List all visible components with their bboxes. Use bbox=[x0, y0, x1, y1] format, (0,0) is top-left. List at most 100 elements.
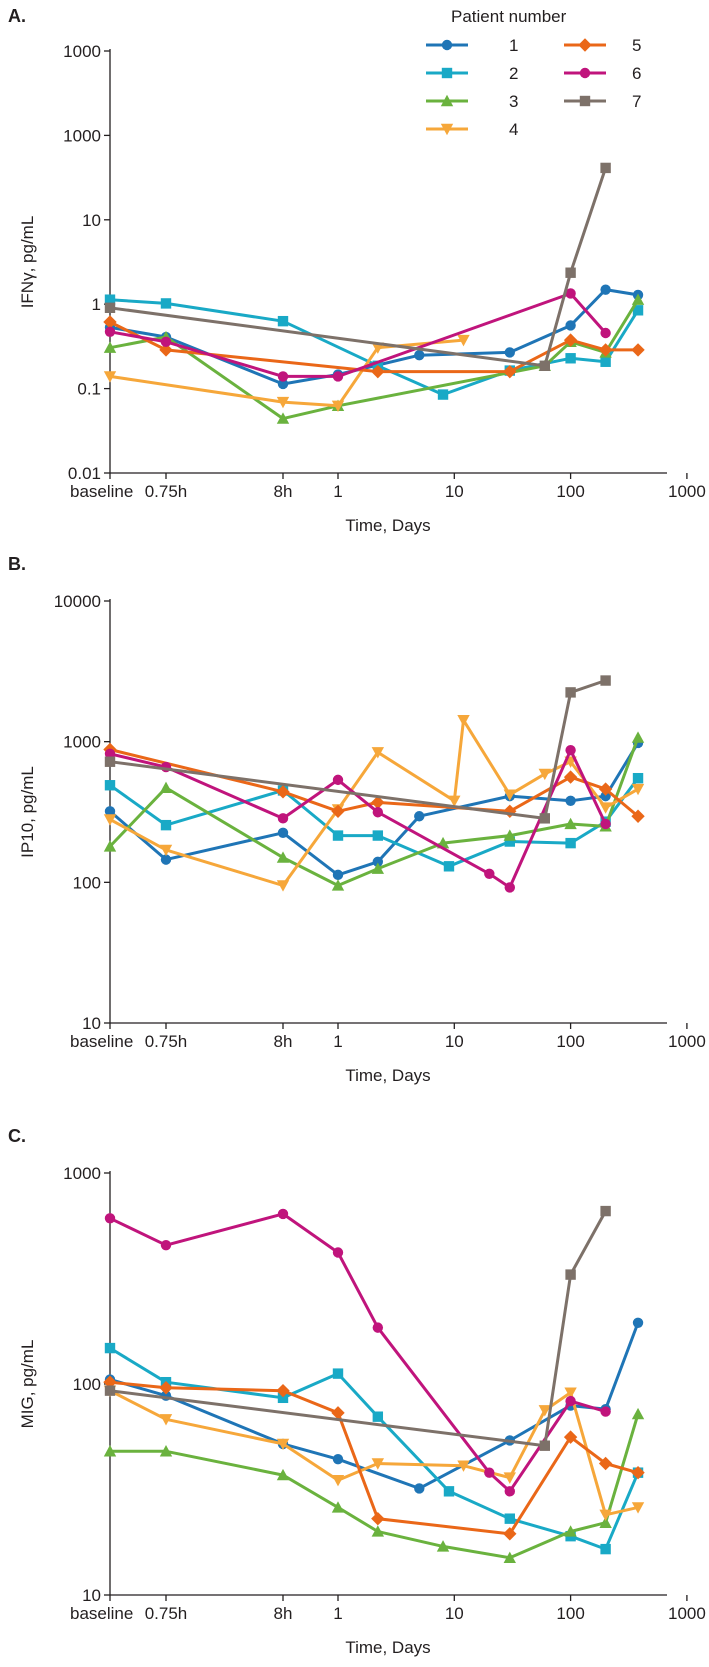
series-4 bbox=[103, 334, 470, 413]
series-3 bbox=[103, 1407, 645, 1564]
data-point bbox=[331, 804, 345, 818]
data-point bbox=[503, 364, 517, 379]
data-point bbox=[539, 1440, 550, 1451]
data-point bbox=[563, 770, 578, 784]
data-point bbox=[504, 836, 515, 847]
series-line-6 bbox=[109, 1212, 607, 1493]
data-point bbox=[436, 1540, 450, 1552]
series-line-3 bbox=[108, 736, 640, 887]
series-line-7 bbox=[109, 167, 608, 368]
x-tick-label: 100 bbox=[556, 1032, 584, 1051]
data-point bbox=[504, 1486, 515, 1497]
data-point bbox=[632, 772, 644, 784]
y-tick-label: 1000 bbox=[63, 42, 101, 61]
data-point bbox=[160, 854, 172, 865]
data-point bbox=[104, 302, 116, 313]
x-tick-label: 1000 bbox=[668, 1032, 706, 1051]
data-point bbox=[276, 785, 290, 799]
data-point bbox=[331, 879, 345, 891]
y-tick-label: 1000 bbox=[63, 126, 101, 145]
data-point bbox=[331, 1475, 345, 1487]
data-point bbox=[372, 830, 384, 841]
data-point bbox=[277, 1392, 289, 1404]
legend-entry-3: 3 bbox=[426, 92, 518, 111]
data-point bbox=[538, 1405, 551, 1417]
data-point bbox=[599, 1516, 612, 1528]
data-point bbox=[277, 1208, 289, 1220]
data-point bbox=[277, 827, 289, 838]
legend-entry-1: 1 bbox=[426, 36, 518, 55]
x-tick-label: 0.75h bbox=[145, 482, 188, 501]
data-point bbox=[104, 294, 116, 305]
data-point bbox=[276, 1438, 290, 1451]
x-tick-label: baseline bbox=[70, 1604, 133, 1623]
legend-marker-6 bbox=[579, 67, 591, 79]
legend-title: Patient number bbox=[451, 7, 567, 26]
data-point bbox=[631, 343, 645, 357]
data-point bbox=[277, 378, 289, 390]
data-point bbox=[457, 334, 470, 347]
data-point bbox=[565, 288, 576, 299]
data-point bbox=[103, 1375, 117, 1389]
legend-marker-4 bbox=[440, 123, 454, 136]
data-point bbox=[443, 861, 455, 872]
data-point bbox=[503, 1472, 516, 1484]
legend-marker-2 bbox=[441, 67, 453, 79]
x-tick-label: 100 bbox=[556, 1604, 584, 1623]
data-point bbox=[372, 856, 384, 867]
data-point bbox=[600, 327, 611, 339]
data-point bbox=[104, 1342, 116, 1354]
y-tick-label: 1 bbox=[92, 295, 101, 314]
data-point bbox=[104, 1213, 116, 1224]
series-5 bbox=[103, 742, 645, 823]
y-tick-label: 100 bbox=[73, 873, 101, 892]
x-tick-label: 10 bbox=[445, 1604, 464, 1623]
series-4 bbox=[103, 1385, 645, 1521]
y-tick-label: 1000 bbox=[63, 1164, 101, 1183]
data-point bbox=[159, 1381, 173, 1395]
data-point bbox=[457, 715, 470, 727]
data-point bbox=[504, 882, 515, 893]
x-tick-label: 0.75h bbox=[145, 1032, 188, 1051]
data-point bbox=[331, 1501, 345, 1513]
data-point bbox=[159, 844, 173, 857]
y-tick-label: 10000 bbox=[54, 592, 101, 611]
legend-marker-3 bbox=[440, 94, 454, 107]
data-point bbox=[332, 774, 344, 786]
data-point bbox=[160, 1239, 172, 1251]
data-point bbox=[160, 298, 172, 309]
series-7 bbox=[104, 162, 611, 372]
data-point bbox=[503, 1551, 516, 1564]
data-point bbox=[414, 1483, 425, 1494]
legend-label-4: 4 bbox=[509, 120, 518, 139]
data-point bbox=[103, 1445, 117, 1457]
panel-c: C. 10 100 1000 baseline 0.75h 8h 1 10 100 1000 Time… bbox=[8, 1126, 706, 1657]
data-point bbox=[277, 371, 289, 382]
data-point bbox=[332, 1454, 344, 1465]
data-point bbox=[631, 731, 645, 743]
panel-label: C. bbox=[8, 1126, 26, 1146]
data-point bbox=[103, 371, 117, 383]
y-axis-title: IP10, pg/mL bbox=[18, 766, 37, 858]
x-tick-label: baseline bbox=[70, 482, 133, 501]
legend-entry-2: 2 bbox=[426, 64, 518, 83]
data-point bbox=[600, 1406, 611, 1417]
data-point bbox=[332, 869, 344, 881]
data-point bbox=[565, 267, 576, 278]
data-point bbox=[159, 343, 173, 357]
data-point bbox=[565, 795, 576, 806]
data-point bbox=[160, 819, 172, 831]
data-point bbox=[503, 789, 516, 801]
panel-label: A. bbox=[8, 6, 26, 26]
y-tick-label: 1000 bbox=[63, 733, 101, 752]
legend-entry-7: 7 bbox=[564, 92, 641, 111]
data-point bbox=[159, 1414, 173, 1426]
data-point bbox=[104, 780, 116, 791]
data-point bbox=[437, 389, 449, 400]
data-point bbox=[371, 795, 385, 810]
data-point bbox=[371, 1525, 385, 1537]
data-point bbox=[564, 1525, 577, 1537]
data-point bbox=[565, 320, 576, 331]
legend: Patient number 1 2 3 4 5 6 7 bbox=[426, 7, 641, 139]
data-point bbox=[504, 1513, 515, 1524]
